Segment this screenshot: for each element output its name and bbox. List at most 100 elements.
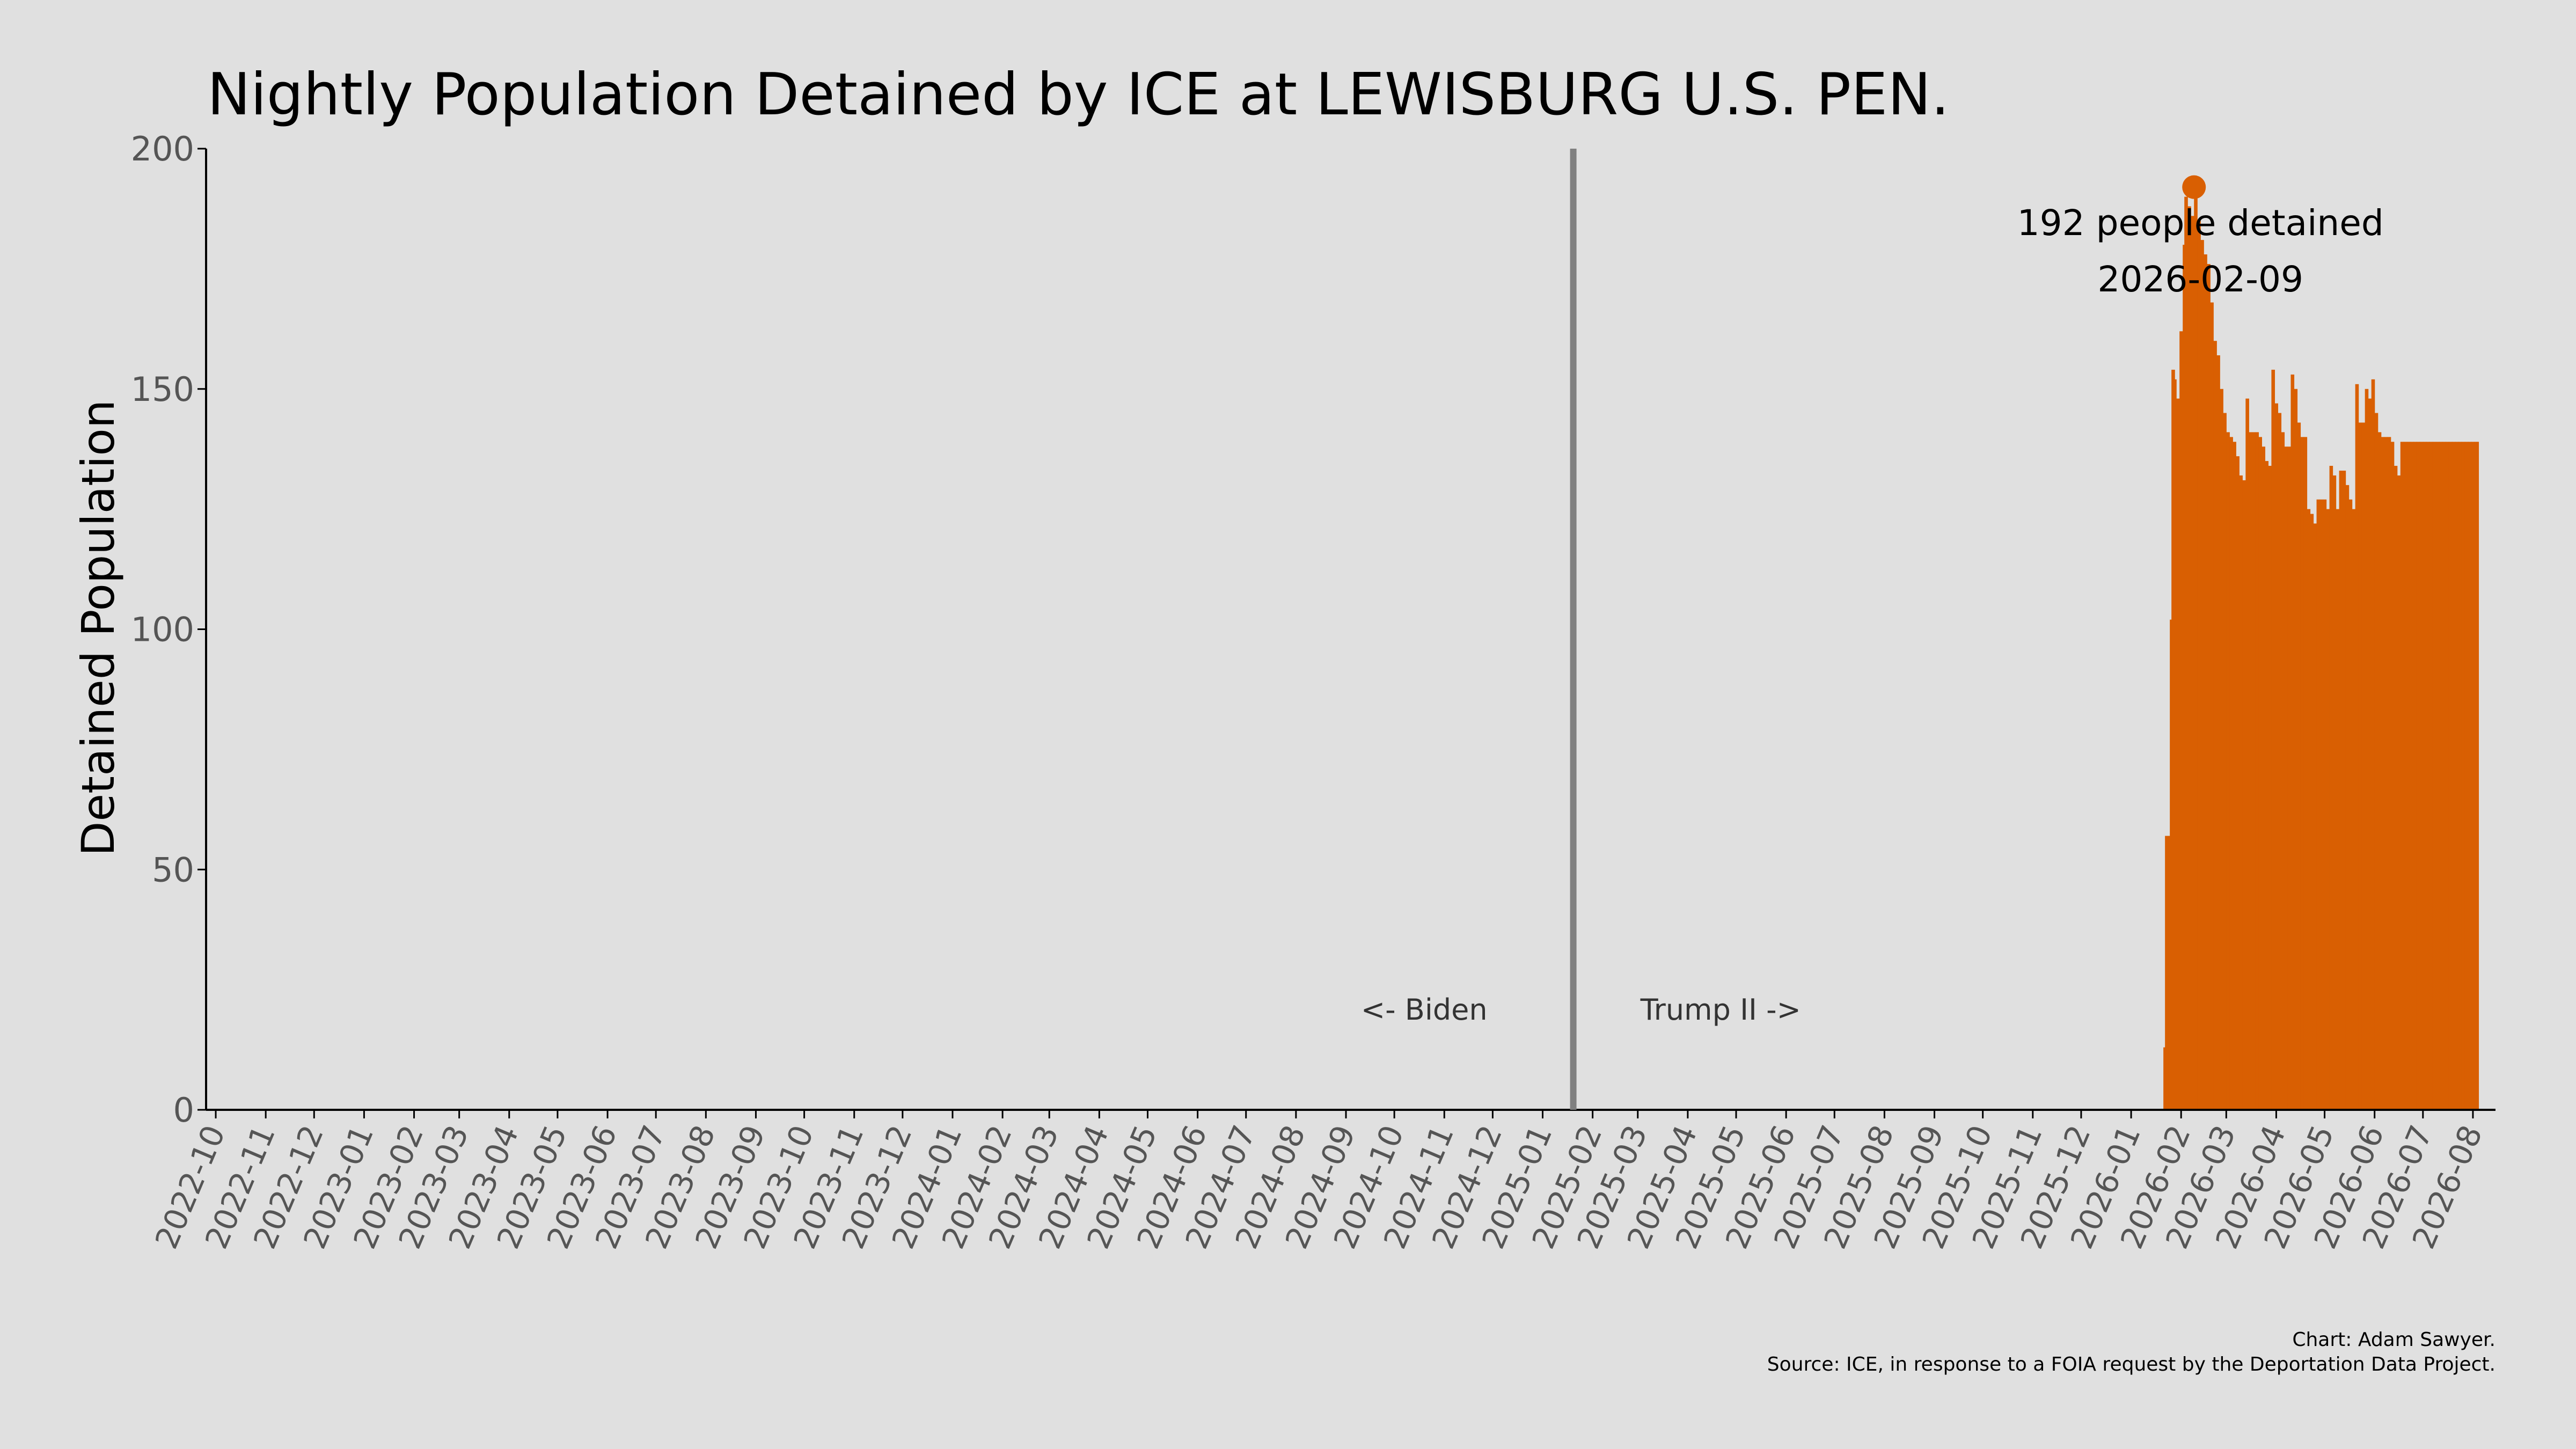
data-bar [2416, 442, 2420, 1110]
data-bar [2233, 442, 2236, 1110]
data-bar [2165, 836, 2169, 1110]
data-bar [2236, 456, 2240, 1110]
peak-annotation-value: 192 people detained [2017, 202, 2384, 244]
data-bar [2194, 187, 2198, 1110]
data-bar [2476, 442, 2478, 1110]
y-tick-label: 50 [152, 850, 194, 889]
data-bar [2361, 422, 2366, 1110]
data-bar [2461, 442, 2465, 1110]
y-tick-label: 100 [131, 610, 194, 649]
y-tick-label: 150 [131, 370, 194, 409]
data-bar [2207, 264, 2211, 1110]
data-bar [2210, 302, 2214, 1110]
data-bar [2374, 413, 2379, 1110]
data-bar [2191, 216, 2194, 1110]
data-bar [2223, 413, 2227, 1110]
data-bar [2384, 437, 2388, 1110]
data-bar [2297, 422, 2301, 1110]
data-bar [2170, 619, 2172, 1110]
data-bar [2168, 836, 2170, 1110]
data-bar [2332, 475, 2337, 1110]
data-bar [2329, 466, 2333, 1110]
data-bar [2471, 442, 2475, 1110]
chart-title: Nightly Population Detained by ICE at LE… [207, 61, 1949, 128]
data-bar [2445, 442, 2449, 1110]
data-bar [2381, 437, 2385, 1110]
data-bar [2410, 442, 2414, 1110]
y-tick-label: 200 [131, 129, 194, 169]
data-bar [2284, 447, 2288, 1110]
data-bar [2294, 389, 2298, 1110]
data-bar [2429, 442, 2433, 1110]
data-bar [2342, 470, 2346, 1110]
data-bar [2400, 442, 2404, 1110]
data-bar [2307, 509, 2311, 1110]
data-bar [2474, 442, 2477, 1110]
data-bar [2468, 442, 2472, 1110]
data-bar [2245, 398, 2249, 1110]
data-bar [2358, 422, 2362, 1110]
data-bar [2442, 442, 2446, 1110]
data-bar [2406, 442, 2411, 1110]
data-bar [2258, 437, 2262, 1110]
data-bar [2432, 442, 2436, 1110]
data-bar [2464, 442, 2469, 1110]
data-bar [2448, 442, 2453, 1110]
data-bar [2300, 437, 2304, 1110]
data-bar [2171, 369, 2175, 1110]
data-bar [2451, 442, 2456, 1110]
data-bar [2187, 206, 2191, 1110]
peak-marker [2182, 175, 2206, 199]
data-bar [2278, 413, 2282, 1110]
y-axis-label: Detained Population [72, 400, 125, 856]
data-bar [2426, 442, 2430, 1110]
data-bar [2262, 447, 2265, 1110]
data-bar [2268, 466, 2272, 1110]
data-bar [2239, 475, 2243, 1110]
data-bar [2413, 442, 2417, 1110]
data-bar [2204, 254, 2207, 1110]
data-bar [2365, 389, 2369, 1110]
data-bar [2423, 442, 2427, 1110]
divider-label-biden: <- Biden [1361, 993, 1488, 1027]
data-bar [2352, 509, 2356, 1110]
data-bar [2271, 369, 2275, 1110]
data-bar [2323, 499, 2327, 1110]
data-bar [2355, 384, 2359, 1110]
data-bar [2175, 379, 2177, 1110]
plot-area: 0501001502002022-102022-112022-122023-01… [131, 129, 2496, 1254]
data-bar [2290, 374, 2295, 1110]
data-bar [2183, 245, 2185, 1110]
data-bar [2419, 442, 2424, 1110]
data-bar [2281, 432, 2285, 1110]
data-bar [2310, 514, 2314, 1110]
data-bar [2326, 509, 2330, 1110]
data-bar [2377, 432, 2382, 1110]
data-bar [2313, 523, 2317, 1110]
data-bar [2179, 331, 2183, 1110]
data-bar [2458, 442, 2462, 1110]
data-bar [2455, 442, 2459, 1110]
credit-line-1: Chart: Adam Sawyer. [2292, 1329, 2496, 1351]
data-bar [2184, 196, 2188, 1110]
credit-line-2: Source: ICE, in response to a FOIA reque… [1767, 1353, 2496, 1375]
data-bar [2255, 432, 2259, 1110]
data-bar [2316, 499, 2321, 1110]
data-bar [2387, 437, 2391, 1110]
data-bar [2226, 432, 2230, 1110]
data-bar [2319, 499, 2324, 1110]
peak-annotation-date: 2026-02-09 [2097, 259, 2303, 300]
data-bar [2435, 442, 2440, 1110]
data-bar [2216, 355, 2220, 1110]
data-bar [2303, 437, 2308, 1110]
data-bar [2403, 442, 2407, 1110]
data-bar [2477, 442, 2479, 1110]
data-bar [2200, 240, 2204, 1110]
data-bar [2220, 389, 2223, 1110]
data-bar [2345, 485, 2350, 1110]
divider-label-trump: Trump II -> [1640, 993, 1801, 1027]
data-bar [2390, 442, 2395, 1110]
data-bar [2397, 475, 2401, 1110]
data-bar [2274, 403, 2279, 1110]
